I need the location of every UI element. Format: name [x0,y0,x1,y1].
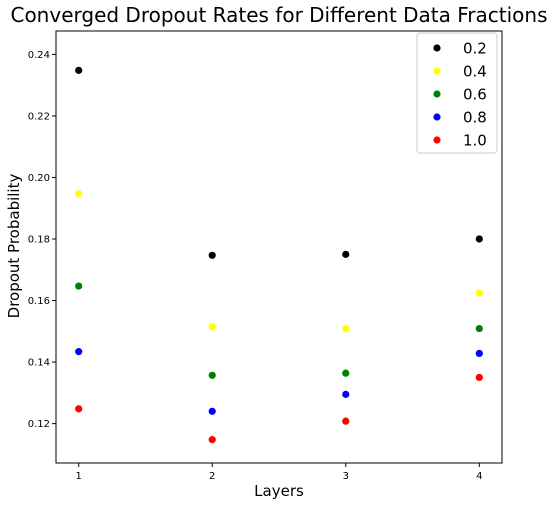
point-series-1-0-layer-1 [75,405,83,413]
legend-marker [433,67,441,75]
point-series-0-8-layer-1 [75,348,83,356]
chart-title: Converged Dropout Rates for Different Da… [10,3,547,27]
point-series-1-0-layer-2 [208,436,216,444]
y-tick-label: 0.16 [28,296,50,307]
legend-label: 0.6 [463,86,487,104]
point-series-0-6-layer-3 [342,369,350,377]
x-axis-label: Layers [254,482,304,500]
x-tick-label: 3 [343,471,349,482]
point-series-0-4-layer-3 [342,324,350,333]
legend-label: 0.2 [463,40,487,58]
point-series-0-4-layer-1 [75,190,83,198]
y-tick-label: 0.14 [28,358,50,369]
y-tick-label: 0.18 [28,235,50,246]
y-axis-label: Dropout Probability [5,174,23,319]
data-points [75,66,483,444]
x-tick-label: 2 [209,471,215,482]
y-tick-label: 0.12 [28,419,50,430]
point-series-0-8-layer-2 [208,407,216,415]
legend-label: 1.0 [463,132,487,150]
y-tick-label: 0.24 [28,50,50,61]
point-series-0-2-layer-4 [475,235,483,243]
legend-marker [433,90,441,98]
point-series-0-2-layer-2 [208,251,216,259]
y-tick-label: 0.20 [28,173,50,184]
x-axis-ticks: 1 2 3 4 [76,463,482,482]
legend-label: 0.8 [463,109,487,127]
point-series-0-4-layer-4 [475,289,483,297]
x-tick-label: 1 [76,471,82,482]
point-series-0-6-layer-2 [208,371,216,379]
y-tick-label: 0.22 [28,111,50,122]
legend-marker [433,113,441,121]
y-axis-ticks: 0.12 0.14 0.16 0.18 0.20 0.22 0.24 [28,50,56,430]
plot-area: 1 2 3 4 0.12 0.14 0.16 0.18 0.20 0.22 0.24 [28,30,503,482]
point-series-0-2-layer-3 [342,250,350,258]
point-series-0-6-layer-1 [75,282,83,290]
axes-frame [55,30,503,464]
point-series-0-8-layer-3 [342,390,350,398]
x-tick-label: 4 [476,471,482,482]
point-series-0-4-layer-2 [208,323,216,331]
legend-marker [433,44,441,52]
legend: 0.2 0.4 0.6 0.8 1.0 [416,32,498,154]
point-series-1-0-layer-4 [475,373,483,382]
legend-marker [433,136,441,144]
point-series-0-6-layer-4 [475,324,483,333]
legend-box [416,32,498,154]
point-series-0-8-layer-4 [475,349,483,358]
point-series-0-2-layer-1 [75,66,83,74]
legend-label: 0.4 [463,63,487,81]
point-series-1-0-layer-3 [342,417,350,425]
